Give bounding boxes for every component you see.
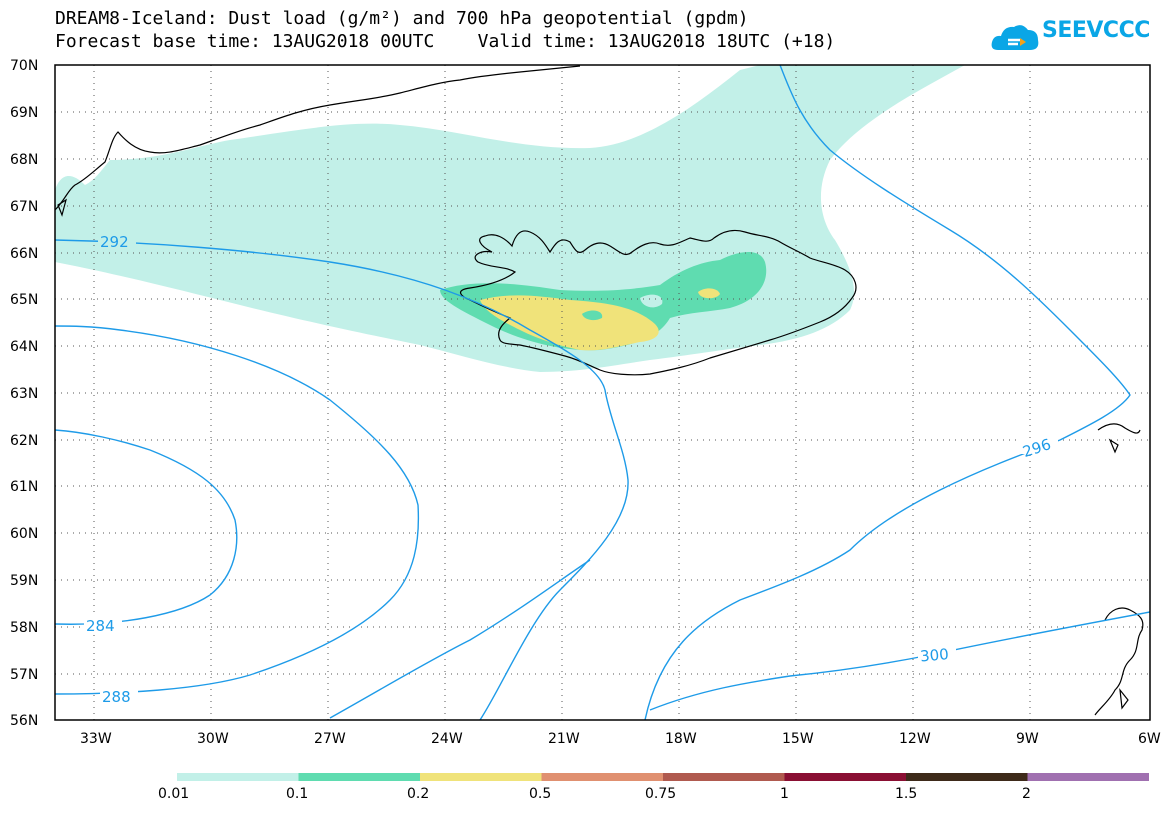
colorbar-label: 2: [1022, 786, 1031, 802]
lat-label: 63N: [10, 386, 38, 402]
longitude-axis: 33W 30W 27W 24W 21W 18W 15W 12W 9W 6W: [80, 731, 1161, 747]
contour-labels: 292 296 300 284 288: [84, 233, 1058, 706]
dust-region-0.2: [480, 295, 659, 351]
lat-label: 68N: [10, 152, 38, 168]
colorbar-segment: [420, 773, 542, 781]
lat-label: 56N: [10, 713, 38, 729]
lat-label: 70N: [10, 58, 38, 74]
lon-label: 24W: [431, 731, 463, 747]
colorbar-segment: [298, 773, 420, 781]
contour-292-north: [644, 65, 1131, 720]
lon-label: 12W: [899, 731, 931, 747]
plot-frame: [54, 64, 1151, 721]
lon-label: 21W: [548, 731, 580, 747]
colorbar-label: 0.1: [286, 786, 308, 802]
contour-296-south: [329, 559, 591, 719]
colorbar-label: 0.75: [645, 786, 676, 802]
graticule: [55, 65, 1150, 720]
lon-label: 27W: [314, 731, 346, 747]
contour-label-288: 288: [102, 688, 131, 706]
colorbar-labels: 0.01 0.1 0.2 0.5 0.75 1 1.5 2: [158, 786, 1031, 802]
colorbar: [177, 773, 1149, 781]
lat-label: 64N: [10, 339, 38, 355]
latitude-axis: 70N 69N 68N 67N 66N 65N 64N 63N 62N 61N …: [10, 58, 38, 729]
lat-label: 62N: [10, 433, 38, 449]
colorbar-segment: [541, 773, 663, 781]
dust-gap: [640, 294, 663, 308]
dust-spot-0.1-inner: [582, 310, 603, 321]
lon-label: 18W: [665, 731, 697, 747]
lon-label: 15W: [782, 731, 814, 747]
contour-label-292: 292: [100, 233, 129, 251]
colorbar-label: 0.5: [529, 786, 551, 802]
lat-label: 57N: [10, 667, 38, 683]
coastline: [55, 65, 1144, 716]
contour-label-300: 300: [919, 645, 949, 665]
lat-label: 69N: [10, 105, 38, 121]
map-title: DREAM8-Iceland: Dust load (g/m²) and 700…: [55, 8, 749, 29]
colorbar-segment: [663, 773, 785, 781]
lat-label: 60N: [10, 526, 38, 542]
lon-label: 33W: [80, 731, 112, 747]
lat-label: 67N: [10, 199, 38, 215]
colorbar-segment: [784, 773, 906, 781]
colorbar-segment: [906, 773, 1028, 781]
contour-300: [649, 611, 1150, 711]
lon-label: 6W: [1138, 731, 1161, 747]
lon-label: 9W: [1016, 731, 1039, 747]
map-layers: [55, 65, 965, 372]
colorbar-label: 1: [780, 786, 789, 802]
lat-label: 66N: [10, 246, 38, 262]
geopotential-contours: [55, 65, 1150, 720]
logo-text: SEEVCCC: [1042, 18, 1150, 43]
contour-284: [55, 429, 238, 625]
cloud-logo-icon: [991, 25, 1039, 50]
colorbar-segment: [177, 773, 299, 781]
lat-label: 58N: [10, 620, 38, 636]
colorbar-label: 0.2: [407, 786, 429, 802]
contour-288: [55, 325, 420, 695]
lat-label: 59N: [10, 573, 38, 589]
map-subtitle: Forecast base time: 13AUG2018 00UTC Vali…: [55, 31, 836, 52]
contour-292: [55, 239, 629, 720]
lat-label: 65N: [10, 292, 38, 308]
colorbar-label: 1.5: [895, 786, 917, 802]
lon-label: 30W: [197, 731, 229, 747]
contour-label-284: 284: [86, 617, 115, 635]
colorbar-segment: [1027, 773, 1149, 781]
dust-spot-0.2: [698, 288, 720, 299]
colorbar-label: 0.01: [158, 786, 189, 802]
lat-label: 61N: [10, 479, 38, 495]
